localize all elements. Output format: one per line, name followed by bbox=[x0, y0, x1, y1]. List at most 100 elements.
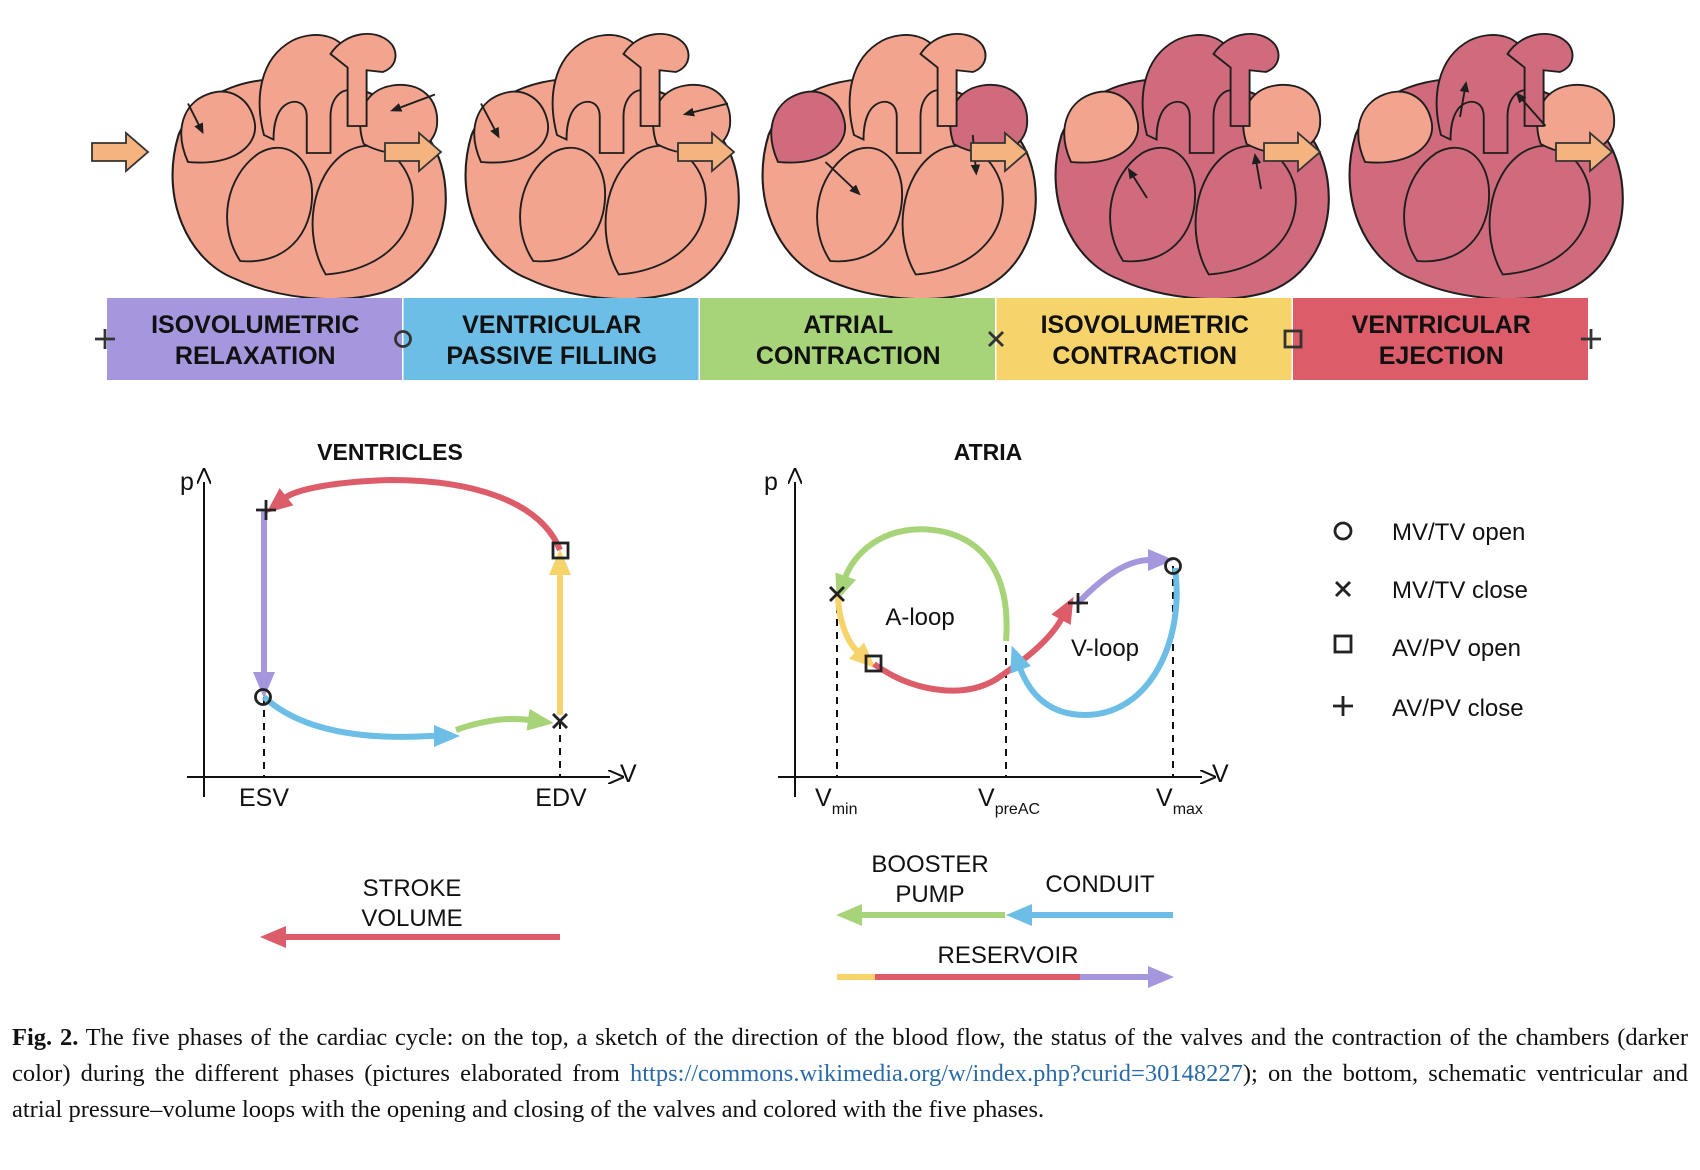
ventricles-pv-loop: VENTRICLES p V ESV EDV STROKE VOLUME bbox=[180, 439, 637, 948]
circle-icon bbox=[394, 330, 412, 348]
blood-flow-arrow bbox=[390, 93, 436, 112]
phase-label-line2: RELAXATION bbox=[175, 342, 336, 370]
phase-segment: ISOVOLUMETRIC RELAXATION bbox=[107, 298, 402, 380]
phase-label-line1: VENTRICULAR bbox=[1352, 311, 1531, 339]
phase-transition-arrow-icon bbox=[384, 131, 443, 173]
heart-sketch-row bbox=[91, 32, 1624, 301]
heart-icon bbox=[761, 32, 1037, 301]
circle-icon bbox=[1333, 521, 1353, 541]
phase-transition-arrow-icon bbox=[1555, 131, 1614, 173]
phase-transition-arrow-icon bbox=[970, 131, 1029, 173]
cross-x-icon bbox=[1335, 581, 1351, 597]
heart-icon bbox=[171, 32, 447, 301]
cardiac-cycle-figure: ISOVOLUMETRIC RELAXATION VENTRICULAR PASSIV… bbox=[91, 32, 1624, 988]
caption-link[interactable]: https://commons.wikimedia.org/w/index.ph… bbox=[629, 1060, 1243, 1087]
legend-label: AV/PV open bbox=[1392, 635, 1521, 662]
phase-transition-arrow-icon bbox=[677, 131, 736, 173]
a-loop-green-curve bbox=[835, 526, 1010, 642]
av-pv-open-marker bbox=[551, 541, 570, 560]
plus-icon bbox=[1333, 696, 1353, 716]
legend-label: AV/PV close bbox=[1392, 695, 1524, 722]
blood-flow-arrow bbox=[824, 161, 861, 196]
blood-flow-arrow bbox=[682, 102, 729, 117]
av-pv-close-marker bbox=[256, 500, 276, 520]
caption-fig-label: Fig. 2. bbox=[12, 1024, 79, 1051]
phase-segment-bg bbox=[996, 298, 1292, 380]
legend-label: MV/TV close bbox=[1392, 577, 1528, 604]
blood-flow-arrow bbox=[1251, 153, 1262, 190]
phase-segment-bg bbox=[403, 298, 699, 380]
legend: MV/TV open MV/TV close AV/PV open AV/PV … bbox=[1333, 519, 1528, 722]
caption-text-2: ); on the bottom, schematic ventricular … bbox=[12, 1060, 1688, 1123]
a-loop-yellow-curve bbox=[835, 593, 876, 669]
conduit-label: CONDUIT bbox=[1045, 871, 1155, 898]
passive-filling-curve bbox=[261, 694, 460, 747]
phase-label-line2: EJECTION bbox=[1379, 342, 1504, 370]
vmax-label: Vmax bbox=[1156, 784, 1203, 818]
legend-item: MV/TV open bbox=[1333, 519, 1525, 546]
phase-label-line1: ISOVOLUMETRIC bbox=[1041, 311, 1249, 339]
plus-icon bbox=[95, 329, 115, 349]
figure-caption: Fig. 2. The five phases of the cardiac c… bbox=[12, 1020, 1688, 1128]
atria-pv-loop: ATRIA p V Vmin VpreAC Vmax A-loop V-loop… bbox=[764, 439, 1229, 988]
caption-text-1: The five phases of the cardiac cycle: on… bbox=[12, 1024, 1688, 1087]
reservoir-red-curve bbox=[872, 596, 1074, 694]
reservoir-label: RESERVOIR bbox=[938, 942, 1079, 969]
ventricles-title: VENTRICLES bbox=[317, 439, 463, 465]
legend-label: MV/TV open bbox=[1392, 519, 1525, 546]
legend-item: MV/TV close bbox=[1335, 577, 1528, 604]
ejection-curve bbox=[266, 476, 563, 552]
booster-pump-label-1: BOOSTER bbox=[871, 851, 988, 878]
atrial-contraction-curve bbox=[455, 708, 554, 733]
plus-icon bbox=[1581, 329, 1601, 349]
edv-label: EDV bbox=[535, 784, 587, 812]
phase-segment: ATRIAL CONTRACTION bbox=[700, 298, 995, 380]
phase-bar: ISOVOLUMETRIC RELAXATION VENTRICULAR PASSIV… bbox=[95, 298, 1601, 380]
stroke-volume-label-2: VOLUME bbox=[361, 905, 462, 932]
ventricles-p-label: p bbox=[180, 468, 194, 496]
atria-av-pv-close-marker bbox=[1068, 593, 1088, 613]
phase-segment: VENTRICULAR PASSIVE FILLING bbox=[403, 298, 699, 380]
v-loop-blue-curve bbox=[1010, 567, 1180, 719]
booster-pump-label-2: PUMP bbox=[895, 881, 964, 908]
blood-flow-arrow bbox=[1127, 167, 1148, 199]
phase-label-line2: CONTRACTION bbox=[756, 342, 941, 370]
square-icon bbox=[1283, 329, 1303, 349]
blood-flow-arrow bbox=[1459, 81, 1470, 118]
phase-segment: VENTRICULAR EJECTION bbox=[1293, 298, 1588, 380]
phase-segment-bg bbox=[700, 298, 995, 380]
heart-icon bbox=[1054, 32, 1330, 301]
phase-label-line2: CONTRACTION bbox=[1052, 342, 1237, 370]
blood-flow-arrow bbox=[480, 103, 500, 139]
heart-icon bbox=[1348, 32, 1624, 301]
phase-label-line1: ISOVOLUMETRIC bbox=[151, 311, 359, 339]
atria-p-label: p bbox=[764, 468, 778, 496]
blood-flow-arrow bbox=[1515, 92, 1547, 127]
atria-mv-tv-close-marker bbox=[829, 586, 845, 602]
heart-icon bbox=[464, 32, 740, 301]
mv-tv-open-marker bbox=[254, 688, 272, 706]
phase-segment-bg bbox=[107, 298, 402, 380]
vpreac-label: VpreAC bbox=[978, 784, 1040, 818]
atria-mv-tv-open-marker bbox=[1164, 557, 1182, 575]
atria-v-label: V bbox=[1212, 760, 1229, 788]
phase-label-line1: ATRIAL bbox=[803, 311, 893, 339]
ventricles-v-label: V bbox=[620, 760, 637, 788]
atria-title: ATRIA bbox=[954, 439, 1023, 465]
atria-av-pv-open-marker bbox=[864, 654, 883, 673]
v-loop-purple-curve bbox=[1075, 549, 1174, 606]
a-loop-label: A-loop bbox=[885, 604, 954, 631]
v-loop-label: V-loop bbox=[1071, 635, 1139, 662]
esv-label: ESV bbox=[239, 784, 289, 812]
vmin-label: Vmin bbox=[815, 784, 857, 818]
legend-item: AV/PV close bbox=[1333, 695, 1524, 722]
stroke-volume-label-1: STROKE bbox=[363, 875, 462, 902]
phase-label-line2: PASSIVE FILLING bbox=[446, 342, 657, 370]
cross-x-icon bbox=[988, 331, 1004, 347]
phase-segment: ISOVOLUMETRIC CONTRACTION bbox=[996, 298, 1292, 380]
square-icon bbox=[1333, 634, 1353, 654]
phase-segment-bg bbox=[1293, 298, 1588, 380]
mv-tv-close-marker bbox=[552, 713, 568, 729]
legend-item: AV/PV open bbox=[1333, 634, 1521, 662]
phase-transition-arrow-icon bbox=[91, 131, 150, 173]
